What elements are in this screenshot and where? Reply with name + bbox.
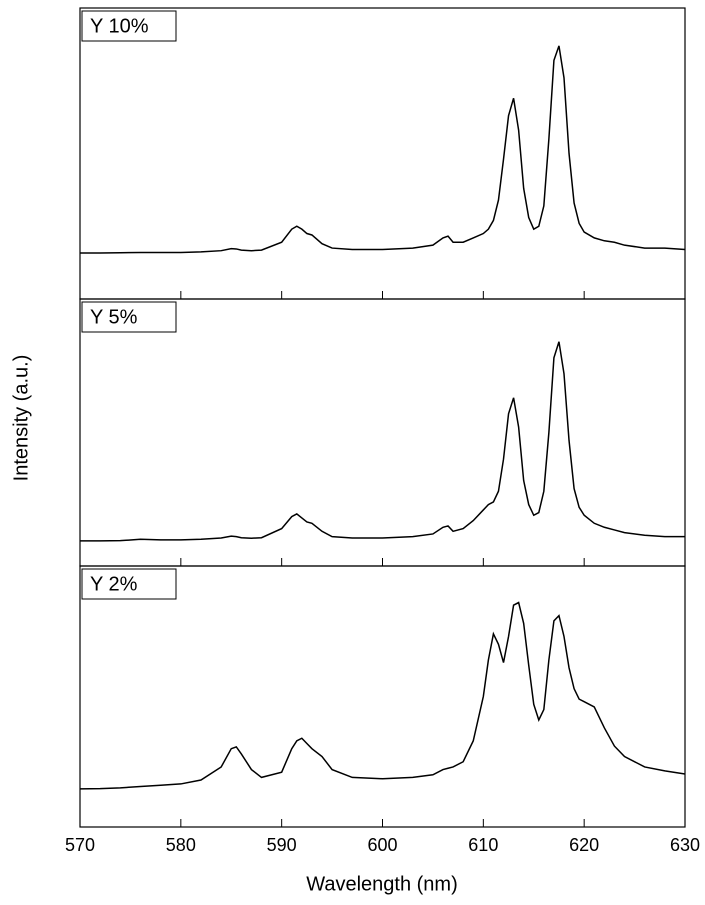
y-axis-label: Intensity (a.u.) [10,355,32,482]
panel-label-box [81,568,177,600]
panel-frame [79,298,686,567]
panel-label: Y 5% [90,306,138,328]
panel-frame [79,7,686,300]
panel-label-box [81,301,177,333]
x-tick-label: 570 [65,835,95,855]
spectrum-line [80,341,685,542]
panel-label: Y 2% [90,573,138,595]
x-tick-label: 600 [367,835,397,855]
spectrum-line [79,601,686,790]
x-axis-label: Wavelength (nm) [306,873,458,895]
panel-label-box [81,10,177,42]
x-tick-label: 620 [569,835,599,855]
x-tick-label: 630 [670,835,700,855]
panel-frame [79,565,686,828]
x-tick-label: 580 [166,835,196,855]
spectrum-line [80,45,686,254]
x-tick-label: 610 [468,835,498,855]
panel-label: Y 10% [90,15,149,37]
x-tick-label: 590 [267,835,297,855]
